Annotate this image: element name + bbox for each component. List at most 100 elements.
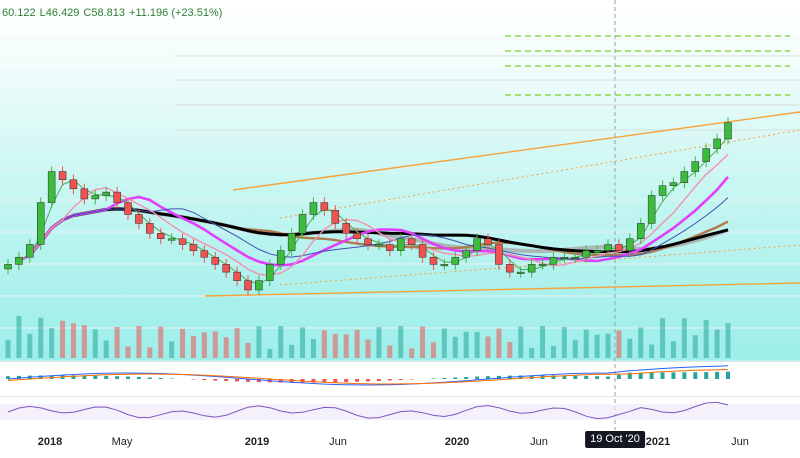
macd-histogram-bar <box>453 377 458 379</box>
macd-histogram-bar <box>6 376 10 379</box>
candle-body <box>135 214 143 224</box>
candle-body <box>91 195 100 200</box>
volume-bar <box>81 325 87 358</box>
candle-body <box>396 238 405 251</box>
volume-bar <box>147 347 153 358</box>
volume-bar <box>267 349 273 358</box>
macd-histogram-bar <box>256 379 261 383</box>
ohlc-legend: 60.122 L46.429 C58.813 +11.196 (+23.51%) <box>0 0 226 26</box>
macd-histogram-bar <box>376 379 381 381</box>
time-axis[interactable]: 2018 May 2019 Jun 2020 Jun 2021 Jun <box>0 428 800 458</box>
macd-histogram-bar <box>551 375 556 379</box>
candle-body <box>15 256 23 265</box>
volume-bar <box>616 330 622 358</box>
macd-signal-line <box>7 369 729 385</box>
crosshair-date-label: 19 Oct '20 <box>585 431 645 448</box>
candle-body <box>80 188 89 200</box>
macd-histogram-bar <box>355 379 360 382</box>
macd-histogram-bar <box>682 372 687 379</box>
candle-body <box>353 233 361 239</box>
macd-histogram-bar <box>518 375 523 379</box>
candle-body <box>69 179 78 190</box>
volume-bar <box>703 320 709 358</box>
volume-bar <box>332 333 338 358</box>
candle-body <box>440 264 449 267</box>
macd-histogram-bar <box>649 372 654 379</box>
volume-bar <box>529 348 535 358</box>
macd-histogram-bar <box>475 376 480 379</box>
candle-body <box>582 250 590 258</box>
volume-bar <box>452 336 458 358</box>
candle-body <box>604 244 612 251</box>
candle-body <box>506 264 514 273</box>
macd-histogram-bar <box>278 379 283 383</box>
macd-histogram-bar <box>115 376 120 379</box>
candle-body <box>407 238 416 245</box>
volume-bar <box>725 323 731 358</box>
volume-bar <box>60 320 66 358</box>
volume-bar <box>681 318 687 358</box>
candle-body <box>26 244 34 258</box>
candle-body <box>36 202 45 245</box>
candle-body <box>320 202 329 211</box>
candle-body <box>691 161 700 172</box>
candle-body <box>233 271 241 281</box>
macd-histogram-bar <box>366 379 370 382</box>
volume-bar <box>278 326 284 358</box>
time-tick-2020: 2020 <box>444 436 470 448</box>
volume-bar <box>496 328 502 358</box>
macd-histogram-bar <box>442 377 447 379</box>
macd-rsi-separator <box>0 396 800 397</box>
macd-histogram-bar <box>333 379 338 383</box>
candle-body <box>571 256 580 259</box>
macd-histogram-bar <box>202 379 207 381</box>
macd-histogram-bar <box>322 379 327 383</box>
candle-body <box>615 244 623 251</box>
volume-bar <box>289 344 295 358</box>
volume-bar <box>103 340 109 358</box>
candle-body <box>484 238 492 245</box>
macd-histogram-bar <box>726 371 730 379</box>
volume-bar <box>212 331 218 358</box>
volume-bar <box>300 327 306 358</box>
candle-body <box>626 238 634 251</box>
volume-bar <box>714 329 720 358</box>
macd-histogram-bar <box>486 376 490 379</box>
macd-histogram-bar <box>147 377 152 379</box>
volume-bar <box>670 341 676 358</box>
macd-histogram-bar <box>344 379 349 383</box>
candle-body <box>560 256 569 259</box>
ma-blue-line <box>18 197 729 262</box>
macd-histogram-bar <box>71 375 76 379</box>
ohlc-low: L46.429 <box>39 7 80 19</box>
volume-bar <box>354 329 360 358</box>
volume-bar <box>561 327 567 358</box>
candle-body <box>342 223 350 234</box>
volume-bar <box>649 344 655 358</box>
macd-histogram-bar <box>704 372 709 379</box>
macd-histogram-bar <box>126 376 130 379</box>
candle-body <box>516 271 525 274</box>
macd-histogram-bar <box>715 371 720 379</box>
candle-body <box>211 256 220 265</box>
volume-bar <box>27 333 33 358</box>
volume-bar <box>463 331 469 358</box>
volume-bar <box>572 339 578 358</box>
volume-bar <box>583 329 589 358</box>
candle-body <box>189 244 198 251</box>
candle-body <box>309 202 318 215</box>
candle-body <box>58 171 67 181</box>
volume-bar <box>638 327 644 358</box>
time-tick-jun-2019: Jun <box>329 436 347 448</box>
macd-histogram-bar <box>82 375 87 379</box>
macd-histogram-bar <box>213 379 218 381</box>
candle-body <box>298 214 307 234</box>
volume-bar <box>223 337 229 358</box>
volume-bar <box>485 336 491 358</box>
macd-histogram-bar <box>158 377 163 379</box>
volume-bar <box>474 332 480 358</box>
candle-body <box>669 182 678 186</box>
macd-histogram-bar <box>191 379 196 380</box>
